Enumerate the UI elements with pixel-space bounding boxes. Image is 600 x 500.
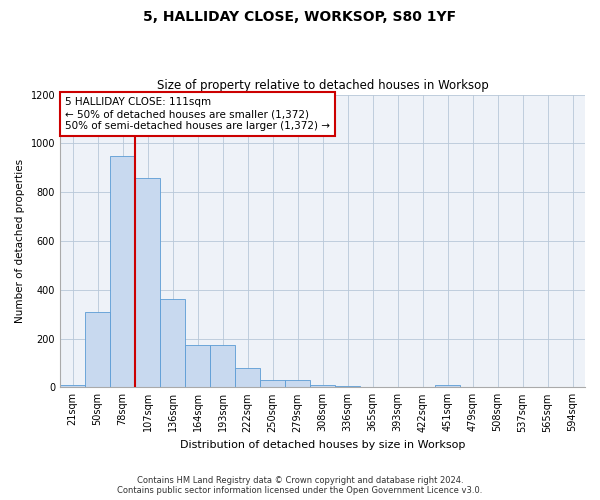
Bar xyxy=(235,368,260,388)
X-axis label: Distribution of detached houses by size in Worksop: Distribution of detached houses by size … xyxy=(180,440,465,450)
Bar xyxy=(185,344,210,388)
Text: 5 HALLIDAY CLOSE: 111sqm
← 50% of detached houses are smaller (1,372)
50% of sem: 5 HALLIDAY CLOSE: 111sqm ← 50% of detach… xyxy=(65,98,330,130)
Bar xyxy=(310,385,335,388)
Bar xyxy=(110,156,135,388)
Text: Contains HM Land Registry data © Crown copyright and database right 2024.
Contai: Contains HM Land Registry data © Crown c… xyxy=(118,476,482,495)
Title: Size of property relative to detached houses in Worksop: Size of property relative to detached ho… xyxy=(157,79,488,92)
Bar xyxy=(335,386,360,388)
Bar xyxy=(60,385,85,388)
Bar xyxy=(285,380,310,388)
Bar xyxy=(210,344,235,388)
Bar xyxy=(135,178,160,388)
Bar xyxy=(160,300,185,388)
Bar xyxy=(435,385,460,388)
Y-axis label: Number of detached properties: Number of detached properties xyxy=(15,159,25,323)
Text: 5, HALLIDAY CLOSE, WORKSOP, S80 1YF: 5, HALLIDAY CLOSE, WORKSOP, S80 1YF xyxy=(143,10,457,24)
Bar xyxy=(85,312,110,388)
Bar xyxy=(260,380,285,388)
